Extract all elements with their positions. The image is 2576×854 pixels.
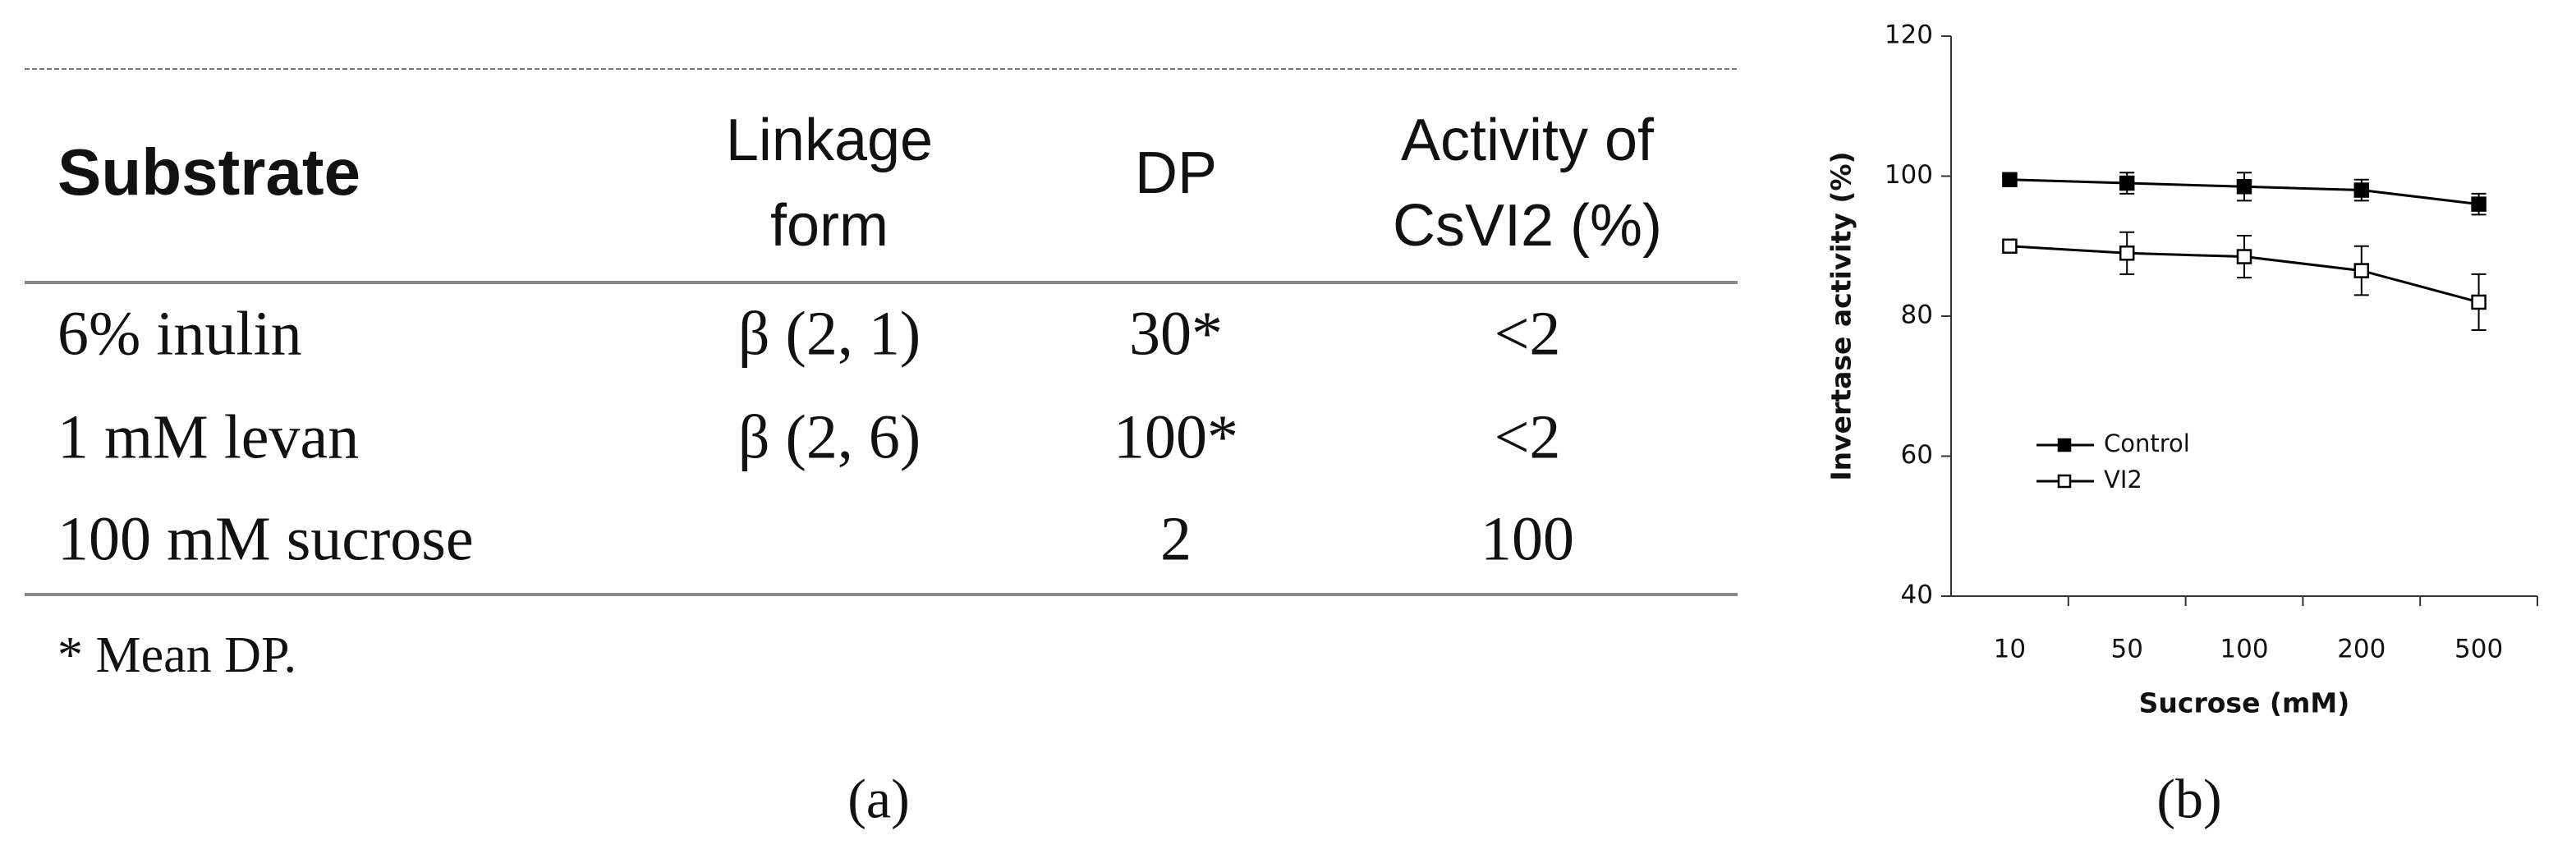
- y-tick-label: 80: [1901, 301, 1933, 330]
- header-cell: form: [770, 193, 889, 259]
- y-axis-label: Invertase activity (%): [1825, 151, 1857, 480]
- caption: (a): [847, 768, 909, 830]
- table-cell: 100*: [1114, 402, 1238, 471]
- header-cell: Linkage: [726, 108, 933, 173]
- caption: (b): [2156, 768, 2221, 830]
- table-cell: 100 mM sucrose: [57, 504, 474, 573]
- x-tick-label: 200: [2337, 635, 2385, 664]
- marker: [2236, 249, 2252, 264]
- table-cell: 100: [1481, 504, 1574, 573]
- table-cell: β (2, 1): [738, 299, 921, 368]
- table-cell: 2: [1160, 504, 1192, 573]
- marker: [2471, 196, 2486, 212]
- footnote: * Mean DP.: [57, 627, 296, 683]
- marker: [2353, 182, 2370, 198]
- marker: [2353, 263, 2370, 278]
- table-cell: β (2, 6): [738, 402, 921, 471]
- header-cell: Activity of: [1401, 108, 1655, 173]
- table-cell: 30*: [1129, 299, 1223, 368]
- table-cell: 1 mM levan: [57, 402, 359, 471]
- header-cell: CsVI2 (%): [1393, 193, 1662, 259]
- x-axis-label: Sucrose (mM): [2139, 687, 2350, 719]
- x-tick-label: 100: [2220, 635, 2268, 664]
- marker: [2002, 238, 2018, 254]
- y-tick-label: 120: [1885, 21, 1933, 50]
- table-cell: <2: [1495, 402, 1561, 471]
- marker: [2002, 172, 2018, 188]
- table-cell: <2: [1495, 299, 1561, 368]
- y-tick-label: 40: [1901, 581, 1933, 610]
- header-cell: Substrate: [57, 135, 360, 209]
- marker: [2119, 175, 2135, 191]
- marker: [2471, 294, 2486, 310]
- legend-label: Control: [2104, 429, 2190, 457]
- y-tick-label: 60: [1901, 440, 1933, 470]
- y-tick-label: 100: [1885, 160, 1933, 190]
- x-tick-label: 50: [2110, 635, 2142, 664]
- marker: [2236, 179, 2252, 195]
- table-cell: 6% inulin: [57, 299, 302, 368]
- x-tick-label: 500: [2454, 635, 2503, 664]
- legend-label: VI2: [2104, 466, 2142, 494]
- legend-marker: [2057, 474, 2072, 489]
- x-tick-label: 10: [1994, 635, 2026, 664]
- marker: [2119, 246, 2135, 261]
- legend-marker: [2057, 438, 2072, 452]
- header-cell: DP: [1135, 140, 1217, 206]
